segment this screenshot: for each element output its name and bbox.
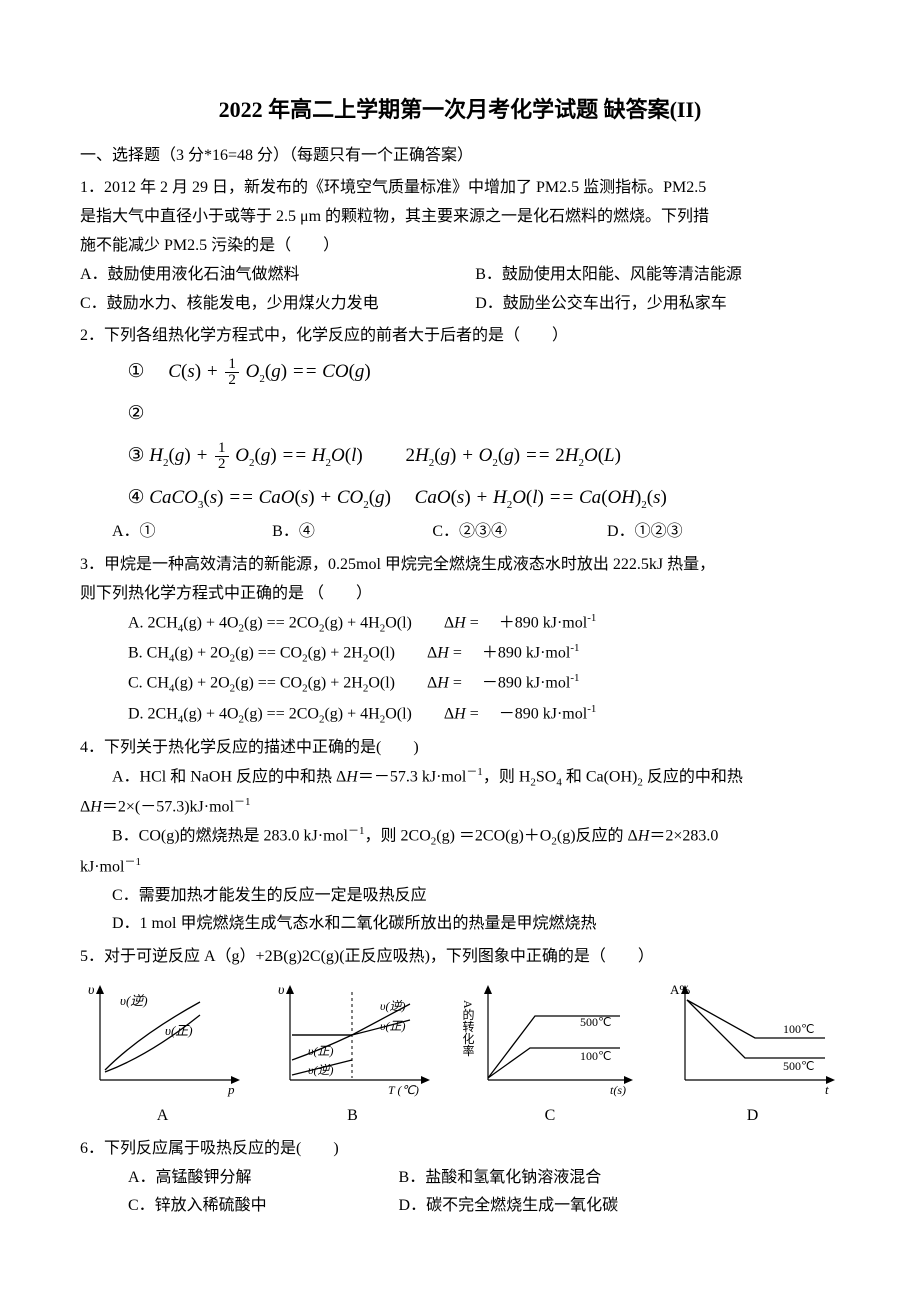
question-2: 2．下列各组热化学方程式中，化学反应的前者大于后者的是（ ） ① C(s) + … [80, 322, 840, 547]
q2-option-b: B．④ [272, 518, 432, 547]
q5-stem: 5．对于可逆反应 A（g）+2B(g)2C(g)(正反应吸热)，下列图象中正确的… [80, 943, 840, 972]
svg-text:A的转化率: A的转化率 [461, 1000, 475, 1057]
q2-options: A．① B．④ C．②③④ D．①②③ [80, 518, 840, 547]
q1-option-d: D．鼓励坐公交车出行，少用私家车 [475, 290, 727, 319]
q6-option-a: A．高锰酸钾分解 [128, 1164, 399, 1193]
chart-d: A% 100℃ 500℃ t D [665, 980, 840, 1131]
q1-option-a: A．鼓励使用液化石油气做燃料 [80, 261, 475, 290]
q4-option-b-cont: kJ·mol－1 [80, 853, 840, 882]
svg-text:υ: υ [88, 983, 94, 998]
svg-text:υ(逆): υ(逆) [308, 1063, 334, 1077]
svg-text:T (℃): T (℃) [388, 1083, 419, 1097]
q6-option-d: D．碳不完全燃烧生成一氧化碳 [399, 1192, 619, 1221]
chart-d-label: D [665, 1102, 840, 1131]
q2-circ3: ③ [128, 445, 145, 466]
chart-a-svg: υ υ(逆) υ(正) p [80, 980, 245, 1100]
q2-eq3: ③ H2(g) + 12 O2(g) == H2O(l) 2H2(g) + O2… [80, 435, 840, 477]
svg-text:υ(正): υ(正) [165, 1023, 193, 1038]
q1-option-c: C．鼓励水力、核能发电，少用煤火力发电 [80, 290, 475, 319]
q3-stem-line1: 3．甲烷是一种高效清洁的新能源，0.25mol 甲烷完全燃烧生成液态水时放出 2… [80, 551, 840, 580]
svg-text:υ(逆): υ(逆) [380, 999, 406, 1013]
question-3: 3．甲烷是一种高效清洁的新能源，0.25mol 甲烷完全燃烧生成液态水时放出 2… [80, 551, 840, 730]
chart-c-svg: A的转化率 500℃ 100℃ t(s) [460, 980, 640, 1100]
chart-a: υ υ(逆) υ(正) p A [80, 980, 245, 1131]
q2-circ2: ② [128, 403, 145, 424]
chart-a-label: A [80, 1102, 245, 1131]
svg-text:t(s): t(s) [610, 1083, 626, 1097]
chart-b: υ υ(逆) υ(正) υ(正) υ(逆) T (℃) B [270, 980, 435, 1131]
q2-option-c: C．②③④ [432, 518, 607, 547]
question-4: 4．下列关于热化学反应的描述中正确的是( ) A．HCl 和 NaOH 反应的中… [80, 734, 840, 939]
question-5: 5．对于可逆反应 A（g）+2B(g)2C(g)(正反应吸热)，下列图象中正确的… [80, 943, 840, 1131]
svg-text:100℃: 100℃ [580, 1049, 611, 1063]
q4-stem: 4．下列关于热化学反应的描述中正确的是( ) [80, 734, 840, 763]
svg-text:υ: υ [278, 983, 284, 998]
svg-text:500℃: 500℃ [783, 1059, 814, 1073]
q2-eq2: ② [80, 393, 840, 435]
chart-b-label: B [270, 1102, 435, 1131]
svg-text:υ(正): υ(正) [308, 1044, 334, 1058]
svg-text:100℃: 100℃ [783, 1022, 814, 1036]
question-6: 6．下列反应属于吸热反应的是( ) A．高锰酸钾分解 B．盐酸和氢氧化钠溶液混合… [80, 1135, 840, 1221]
q3-option-d: D. 2CH4(g) + 4O2(g) == 2CO2(g) + 4H2O(l)… [80, 700, 840, 730]
q2-option-a: A．① [112, 518, 272, 547]
q2-eq4: ④ CaCO3(s) == CaO(s) + CO2(g) CaO(s) + H… [80, 477, 840, 519]
svg-text:p: p [227, 1082, 235, 1097]
svg-text:υ(正): υ(正) [380, 1019, 406, 1033]
q4-option-d: D．1 mol 甲烷燃烧生成气态水和二氧化碳所放出的热量是甲烷燃烧热 [80, 910, 840, 939]
q3-option-c: C. CH4(g) + 2O2(g) == CO2(g) + 2H2O(l) Δ… [80, 669, 840, 699]
page-title: 2022 年高二上学期第一次月考化学试题 缺答案(II) [80, 90, 840, 130]
svg-text:t: t [825, 1082, 829, 1097]
q4-option-a: A．HCl 和 NaOH 反应的中和热 ΔH＝－57.3 kJ·mol－1，则 … [80, 763, 840, 793]
q2-eq1: ① C(s) + 12 O2(g) == CO(g) [80, 351, 840, 393]
q5-charts: υ υ(逆) υ(正) p A υ υ(逆) υ(正) [80, 980, 840, 1131]
q4-option-b: B．CO(g)的燃烧热是 283.0 kJ·mol－1，则 2CO2(g) ＝2… [80, 822, 840, 852]
q6-option-c: C．锌放入稀硫酸中 [128, 1192, 399, 1221]
q4-option-c: C．需要加热才能发生的反应一定是吸热反应 [80, 882, 840, 911]
q6-stem: 6．下列反应属于吸热反应的是( ) [80, 1135, 840, 1164]
q1-stem-line1: 1．2012 年 2 月 29 日，新发布的《环境空气质量标准》中增加了 PM2… [80, 174, 840, 203]
q3-stem-line2: 则下列热化学方程式中正确的是 （ ） [80, 580, 840, 609]
q1-option-b: B．鼓励使用太阳能、风能等清洁能源 [475, 261, 742, 290]
chart-c-label: C [460, 1102, 640, 1131]
q2-circ1: ① [128, 361, 145, 382]
chart-c: A的转化率 500℃ 100℃ t(s) C [460, 980, 640, 1131]
q4-option-a-cont: ΔH＝2×(－57.3)kJ·mol－1 [80, 793, 840, 822]
q1-stem-line3: 施不能减少 PM2.5 污染的是（ ） [80, 232, 840, 261]
q1-stem-line2: 是指大气中直径小于或等于 2.5 μm 的颗粒物，其主要来源之一是化石燃料的燃烧… [80, 203, 840, 232]
section-heading: 一、选择题（3 分*16=48 分）（每题只有一个正确答案） [80, 142, 840, 171]
q2-stem: 2．下列各组热化学方程式中，化学反应的前者大于后者的是（ ） [80, 322, 840, 351]
q2-option-d: D．①②③ [607, 518, 683, 547]
svg-text:A%: A% [670, 982, 690, 997]
q2-circ4: ④ [128, 487, 145, 508]
chart-d-svg: A% 100℃ 500℃ t [665, 980, 840, 1100]
q3-option-a: A. 2CH4(g) + 4O2(g) == 2CO2(g) + 4H2O(l)… [80, 609, 840, 639]
svg-text:500℃: 500℃ [580, 1015, 611, 1029]
q3-option-b: B. CH4(g) + 2O2(g) == CO2(g) + 2H2O(l) Δ… [80, 639, 840, 669]
svg-text:υ(逆): υ(逆) [120, 993, 148, 1008]
chart-b-svg: υ υ(逆) υ(正) υ(正) υ(逆) T (℃) [270, 980, 435, 1100]
q6-option-b: B．盐酸和氢氧化钠溶液混合 [399, 1164, 602, 1193]
question-1: 1．2012 年 2 月 29 日，新发布的《环境空气质量标准》中增加了 PM2… [80, 174, 840, 318]
